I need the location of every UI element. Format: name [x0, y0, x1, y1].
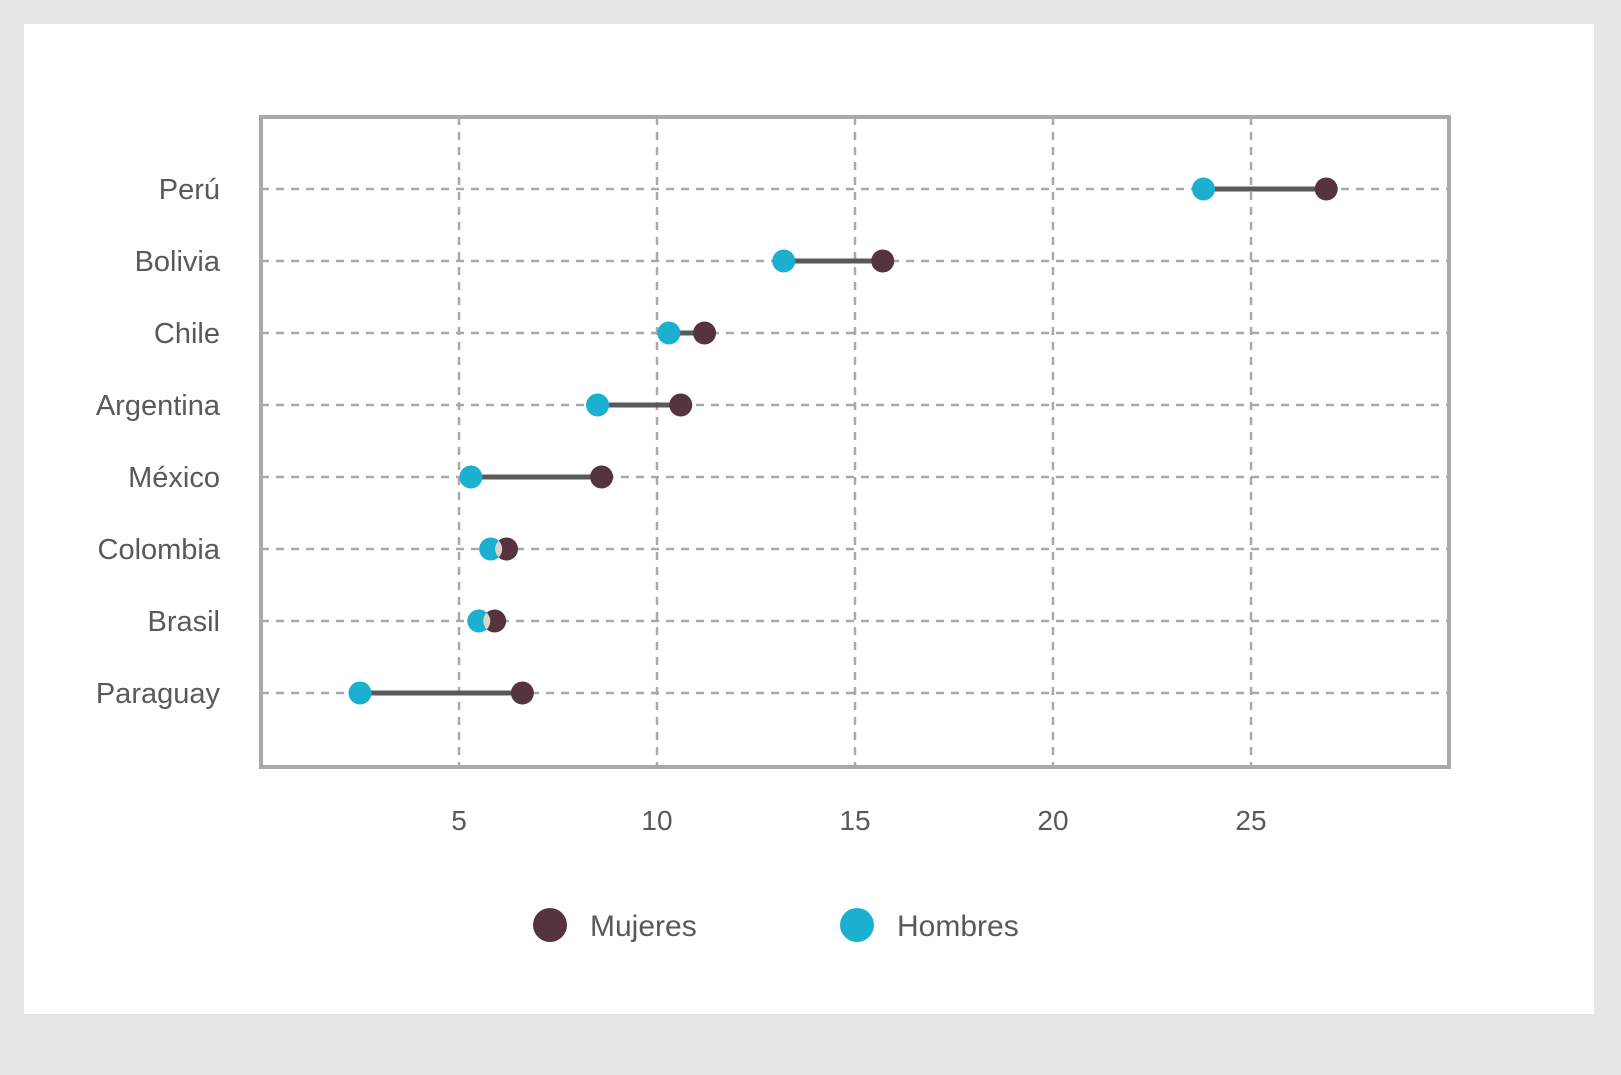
point-mujeres	[669, 393, 693, 417]
legend-swatch-icon	[533, 908, 567, 942]
point-mujeres	[483, 609, 507, 633]
point-mujeres	[590, 465, 614, 489]
point-hombres	[348, 681, 372, 705]
x-tick-label: 25	[1235, 805, 1266, 836]
x-axis-tick-labels: 5 10 15 20 25	[451, 805, 1266, 836]
x-tick-label: 15	[839, 805, 870, 836]
x-tick-label: 5	[451, 805, 467, 836]
point-hombres	[657, 321, 681, 345]
category-label: Perú	[159, 174, 220, 206]
category-label: Paraguay	[96, 678, 221, 710]
point-mujeres	[871, 249, 895, 273]
legend-item-mujeres: Mujeres	[533, 908, 697, 943]
plot-frame	[259, 115, 1451, 769]
legend-label: Mujeres	[590, 910, 697, 943]
category-label: Colombia	[98, 534, 221, 566]
category-label: México	[128, 462, 220, 494]
category-label: Brasil	[147, 606, 220, 638]
point-mujeres	[1314, 177, 1338, 201]
point-mujeres	[495, 537, 519, 561]
point-mujeres	[693, 321, 717, 345]
point-hombres	[467, 609, 491, 633]
legend-label: Hombres	[897, 910, 1019, 943]
grid-lines	[261, 117, 1449, 767]
point-hombres	[586, 393, 610, 417]
point-hombres	[1191, 177, 1215, 201]
category-labels: Perú Bolivia Chile Argentina México Colombia B…	[96, 174, 221, 710]
legend: Mujeres Hombres	[533, 908, 1019, 943]
point-mujeres	[510, 681, 534, 705]
data-points	[348, 177, 1338, 705]
legend-item-hombres: Hombres	[840, 908, 1019, 943]
point-hombres	[479, 537, 503, 561]
x-tick-label: 10	[641, 805, 672, 836]
x-tick-label: 20	[1037, 805, 1068, 836]
category-label: Bolivia	[135, 246, 221, 278]
point-hombres	[459, 465, 483, 489]
category-label: Argentina	[96, 390, 221, 422]
legend-swatch-icon	[840, 908, 874, 942]
point-hombres	[772, 249, 796, 273]
category-label: Chile	[154, 318, 220, 350]
